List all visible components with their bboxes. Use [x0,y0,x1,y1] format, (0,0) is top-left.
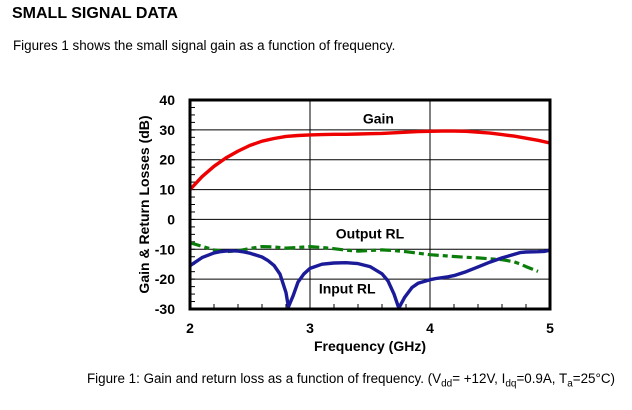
caption-subscript: dq [505,378,517,390]
x-tick-label: 2 [186,320,194,336]
y-tick-label: 10 [159,182,175,198]
caption-subscript: a [567,378,573,390]
caption-text: =0.9A, T [516,371,568,386]
y-tick-label: 40 [159,92,175,108]
gain-label: Gain [363,111,394,127]
y-tick-label: 0 [167,211,175,227]
input-rl-label: Input RL [319,281,376,297]
y-axis-title: Gain & Return Losses (dB) [136,115,152,293]
x-tick-label: 3 [306,320,314,336]
gain-return-loss-chart: Gain Output RL Input RL 40 30 20 10 0 -10 -20 -30 2… [136,92,554,354]
y-tick-label: -20 [155,271,175,287]
plot-border [188,98,552,311]
section-title: SMALL SIGNAL DATA [12,5,178,22]
figure-caption: Figure 1: Gain and return loss as a func… [87,371,615,390]
y-tick-label: -30 [155,301,175,317]
x-tick-label: 4 [426,320,434,336]
output-rl-label: Output RL [336,225,405,241]
caption-text: =25°C) [572,371,615,386]
x-tick-label: 5 [546,320,554,336]
x-axis-title: Frequency (GHz) [314,338,426,354]
input-rl-series [189,248,551,310]
y-tick-label: 30 [159,122,175,138]
intro-text: Figures 1 shows the small signal gain as… [13,38,396,53]
caption-text: Figure 1: Gain and return loss as a func… [87,371,442,386]
output-rl-series [189,241,539,273]
caption-text: = +12V, I [452,371,506,386]
gain-series [188,129,551,191]
y-tick-label: -10 [155,241,175,257]
y-tick-label: 20 [159,152,175,168]
caption-subscript: dd [441,378,453,390]
